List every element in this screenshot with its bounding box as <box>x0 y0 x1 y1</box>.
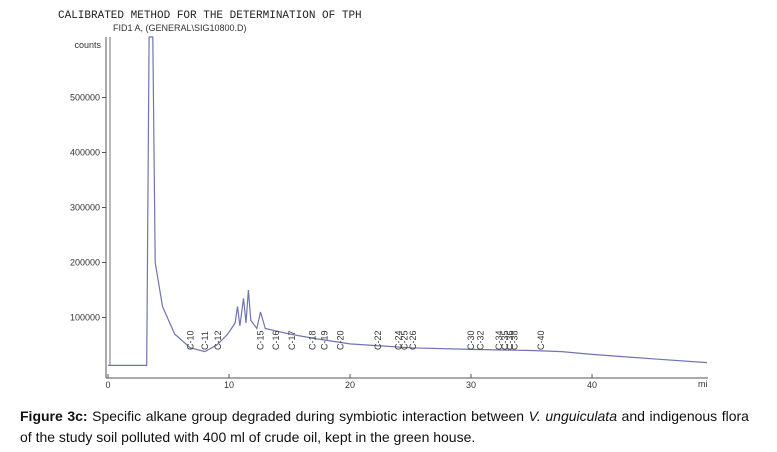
peak-label: C-15 <box>255 330 265 350</box>
peak-label: C-36 <box>505 330 515 350</box>
chart: CALIBRATED METHOD FOR THE DETERMINATION … <box>58 10 708 390</box>
peak-label: C-17 <box>287 330 297 350</box>
x-tick-label: 40 <box>587 380 597 390</box>
x-tick-label: 10 <box>224 380 234 390</box>
peak-label: C-16 <box>271 330 281 350</box>
caption: Figure 3c: Specific alkane group degrade… <box>20 406 749 448</box>
caption-species: V. unguiculata <box>528 408 617 424</box>
peak-label: C-24 <box>393 330 403 350</box>
peak-label: C-12 <box>213 330 223 350</box>
peak-label: C-20 <box>335 330 345 350</box>
y-tick-label: 300000 <box>70 203 100 213</box>
peak-label: C-11 <box>200 331 210 350</box>
y-tick-label: 500000 <box>70 93 100 103</box>
trace <box>108 36 708 366</box>
peak-label: C-35 <box>500 330 510 350</box>
peak-label: C-19 <box>320 330 330 350</box>
x-axis-title: mi <box>698 379 708 389</box>
peak-label: C-40 <box>536 330 546 350</box>
peak-label: C-10 <box>185 330 195 350</box>
peak-label: C-38 <box>510 330 520 350</box>
y-tick-label: 400000 <box>70 148 100 158</box>
caption-text: Specific alkane group degraded during sy… <box>87 408 529 424</box>
y-axis-title: counts <box>74 40 101 50</box>
peak-label: C-30 <box>466 330 476 350</box>
x-tick-label: 20 <box>345 380 355 390</box>
y-tick-label: 100000 <box>70 313 100 323</box>
peak-label: C-22 <box>373 330 383 350</box>
peak-label: C-26 <box>408 330 418 350</box>
chart-title: CALIBRATED METHOD FOR THE DETERMINATION … <box>58 10 362 22</box>
caption-label: Figure 3c: <box>20 408 88 424</box>
peak-label: C-32 <box>476 330 486 350</box>
peak-label: C-25 <box>399 330 409 350</box>
caption-text: and indigenous flora of the study soil p… <box>20 408 749 445</box>
signal-label: FID1 A, (GENERAL\SIG10800.D) <box>113 23 247 33</box>
y-tick-label: 200000 <box>70 258 100 268</box>
peak-label: C-18 <box>308 330 318 350</box>
x-tick-label: 30 <box>466 380 476 390</box>
x-tick-label: 0 <box>105 380 110 390</box>
peak-label: C-34 <box>494 330 504 350</box>
